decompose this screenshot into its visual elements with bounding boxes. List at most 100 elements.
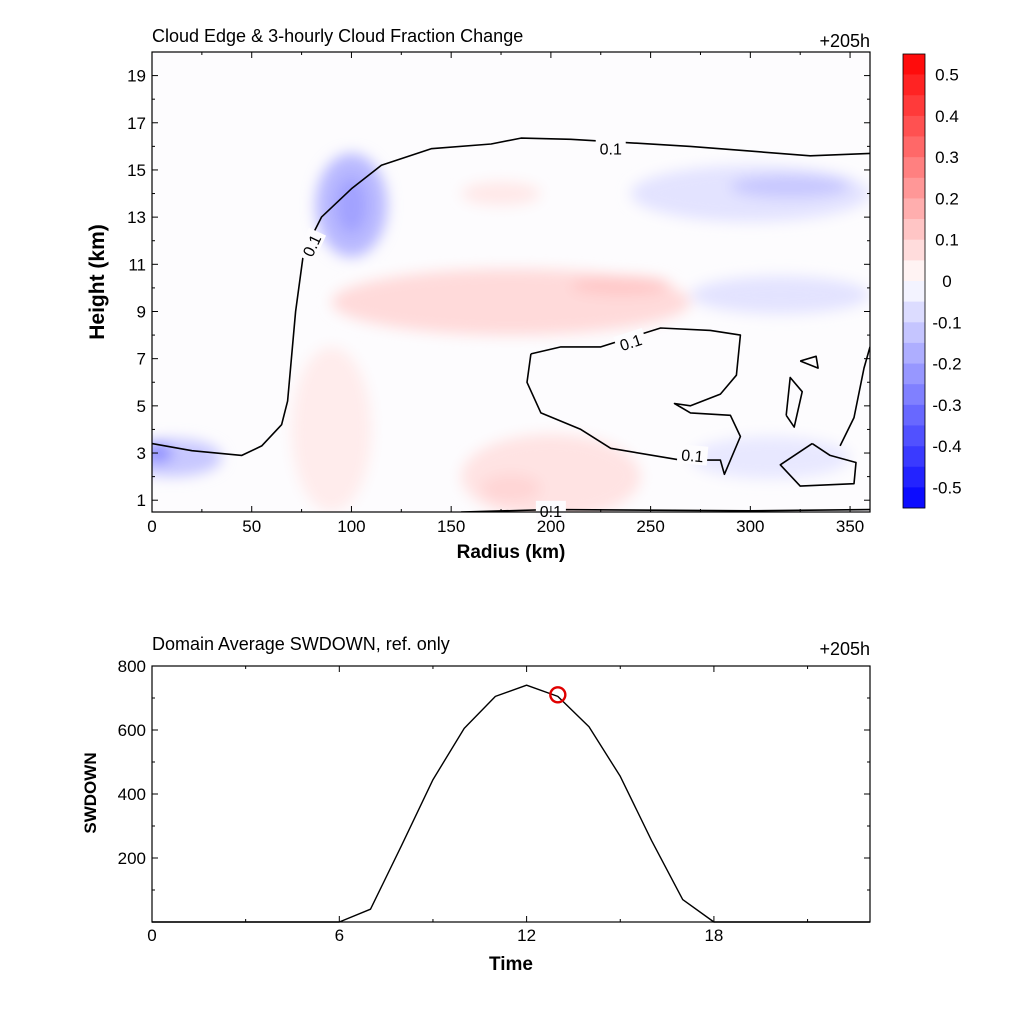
colorbar-label: 0.4 bbox=[935, 107, 959, 126]
contour-label: 0.1 bbox=[681, 447, 705, 466]
colorbar-segment bbox=[903, 95, 925, 117]
colorbar-label: 0.5 bbox=[935, 66, 959, 85]
colorbar-segment bbox=[903, 157, 925, 179]
bottom-plot-frame bbox=[151, 665, 871, 923]
x-tick-label: 18 bbox=[704, 926, 723, 945]
bottom-chart-time-label: +205h bbox=[819, 639, 870, 659]
contour-line bbox=[799, 355, 819, 369]
anomaly-patch bbox=[730, 174, 851, 199]
contour-label-bg bbox=[296, 227, 327, 263]
y-tick-label: 200 bbox=[118, 849, 146, 868]
colorbar-frame bbox=[902, 53, 926, 509]
colorbar-segment bbox=[903, 115, 925, 137]
colorbar-segment bbox=[903, 363, 925, 385]
bottom-chart-title: Domain Average SWDOWN, ref. only bbox=[152, 634, 450, 654]
contour-line bbox=[779, 442, 857, 487]
top-chart-time-label: +205h bbox=[819, 31, 870, 51]
x-tick-label: 300 bbox=[736, 517, 764, 536]
x-tick-label: 200 bbox=[537, 517, 565, 536]
y-tick-label: 5 bbox=[137, 397, 146, 416]
heatmap-field bbox=[152, 153, 870, 512]
x-tick-label: 12 bbox=[517, 926, 536, 945]
colorbar-label: 0 bbox=[942, 272, 951, 291]
x-tick-label: 50 bbox=[242, 517, 261, 536]
contour-line bbox=[152, 137, 870, 457]
colorbar-segment bbox=[903, 466, 925, 488]
y-tick-label: 11 bbox=[128, 255, 146, 274]
y-tick-label: 1 bbox=[137, 491, 146, 510]
colorbar-label: -0.1 bbox=[932, 313, 961, 332]
x-tick-label: 250 bbox=[636, 517, 664, 536]
colorbar-segment bbox=[903, 54, 925, 75]
colorbar-segment bbox=[903, 260, 925, 282]
x-tick-label: 6 bbox=[335, 926, 344, 945]
colorbar-segment bbox=[903, 404, 925, 426]
anomaly-patch bbox=[570, 276, 671, 295]
bottom-y-axis-label: SWDOWN bbox=[81, 752, 100, 833]
colorbar-segment bbox=[903, 198, 925, 220]
y-tick-label: 9 bbox=[137, 302, 146, 321]
colorbar-segment bbox=[903, 219, 925, 241]
contour-label: 0.1 bbox=[618, 332, 645, 355]
swdown-line bbox=[152, 684, 870, 923]
colorbar-label: 0.1 bbox=[935, 231, 959, 250]
y-tick-label: 15 bbox=[127, 161, 146, 180]
colorbar-segment bbox=[903, 74, 925, 96]
anomaly-patch bbox=[152, 443, 172, 463]
anomaly-patch bbox=[481, 474, 541, 503]
anomaly-patch bbox=[690, 276, 870, 314]
y-tick-label: 13 bbox=[127, 208, 146, 227]
line-plot bbox=[152, 684, 870, 923]
colorbar: 0.5 0.4 0.3 0.2 0.1 0 -0.1 -0.2 -0.3 -0.4 -0.5 bbox=[902, 53, 962, 509]
y-tick-label: 19 bbox=[127, 67, 146, 86]
colorbar-segment bbox=[903, 136, 925, 158]
top-x-axis-label: Radius (km) bbox=[457, 542, 566, 563]
contour-label: 0.1 bbox=[600, 142, 622, 159]
colorbar-segment bbox=[903, 487, 925, 509]
colorbar-segment bbox=[903, 281, 925, 302]
contour-line bbox=[785, 376, 803, 428]
anomaly-patch bbox=[291, 346, 372, 512]
colorbar-label: 0.3 bbox=[935, 148, 959, 167]
x-tick-label: 0 bbox=[147, 517, 156, 536]
x-tick-label: 350 bbox=[836, 517, 864, 536]
x-tick-label: 100 bbox=[337, 517, 365, 536]
y-tick-label: 7 bbox=[137, 350, 146, 369]
contour-line bbox=[526, 327, 742, 476]
top-chart-title: Cloud Edge & 3-hourly Cloud Fraction Cha… bbox=[152, 26, 523, 46]
top-plot-frame bbox=[151, 51, 871, 513]
colorbar-label: 0.2 bbox=[935, 189, 959, 208]
x-tick-label: 0 bbox=[147, 926, 156, 945]
cloud-fraction-panel: Cloud Edge & 3-hourly Cloud Fraction Cha… bbox=[86, 26, 962, 563]
y-tick-label: 400 bbox=[118, 785, 146, 804]
current-time-marker bbox=[549, 686, 567, 704]
colorbar-segment bbox=[903, 446, 925, 468]
swdown-panel: Domain Average SWDOWN, ref. only +205h 0… bbox=[81, 634, 871, 975]
colorbar-segment bbox=[903, 239, 925, 261]
anomaly-patch bbox=[335, 177, 368, 234]
colorbar-segment bbox=[903, 342, 925, 364]
colorbar-label: -0.3 bbox=[932, 396, 961, 415]
y-tick-label: 600 bbox=[118, 721, 146, 740]
y-tick-label: 17 bbox=[127, 114, 146, 133]
colorbar-segment bbox=[903, 322, 925, 344]
colorbar-segment bbox=[903, 425, 925, 447]
y-tick-label: 800 bbox=[118, 657, 146, 676]
y-tick-label: 3 bbox=[137, 444, 146, 463]
contour-label-bg bbox=[613, 328, 648, 356]
contour-line bbox=[839, 346, 870, 447]
bottom-axes: 0 6 12 18 200 400 600 800 bbox=[118, 657, 871, 945]
colorbar-segment bbox=[903, 301, 925, 323]
top-y-axis-label: Height (km) bbox=[86, 224, 109, 340]
contour-label-bg bbox=[595, 138, 626, 158]
colorbar-label: -0.5 bbox=[932, 478, 961, 497]
colorbar-label: -0.4 bbox=[932, 437, 961, 456]
anomaly-patch bbox=[461, 181, 541, 206]
colorbar-segment bbox=[903, 384, 925, 406]
anomaly-patch bbox=[690, 436, 851, 479]
x-tick-label: 150 bbox=[437, 517, 465, 536]
contour-label-bg bbox=[676, 444, 709, 466]
colorbar-label: -0.2 bbox=[932, 355, 961, 374]
